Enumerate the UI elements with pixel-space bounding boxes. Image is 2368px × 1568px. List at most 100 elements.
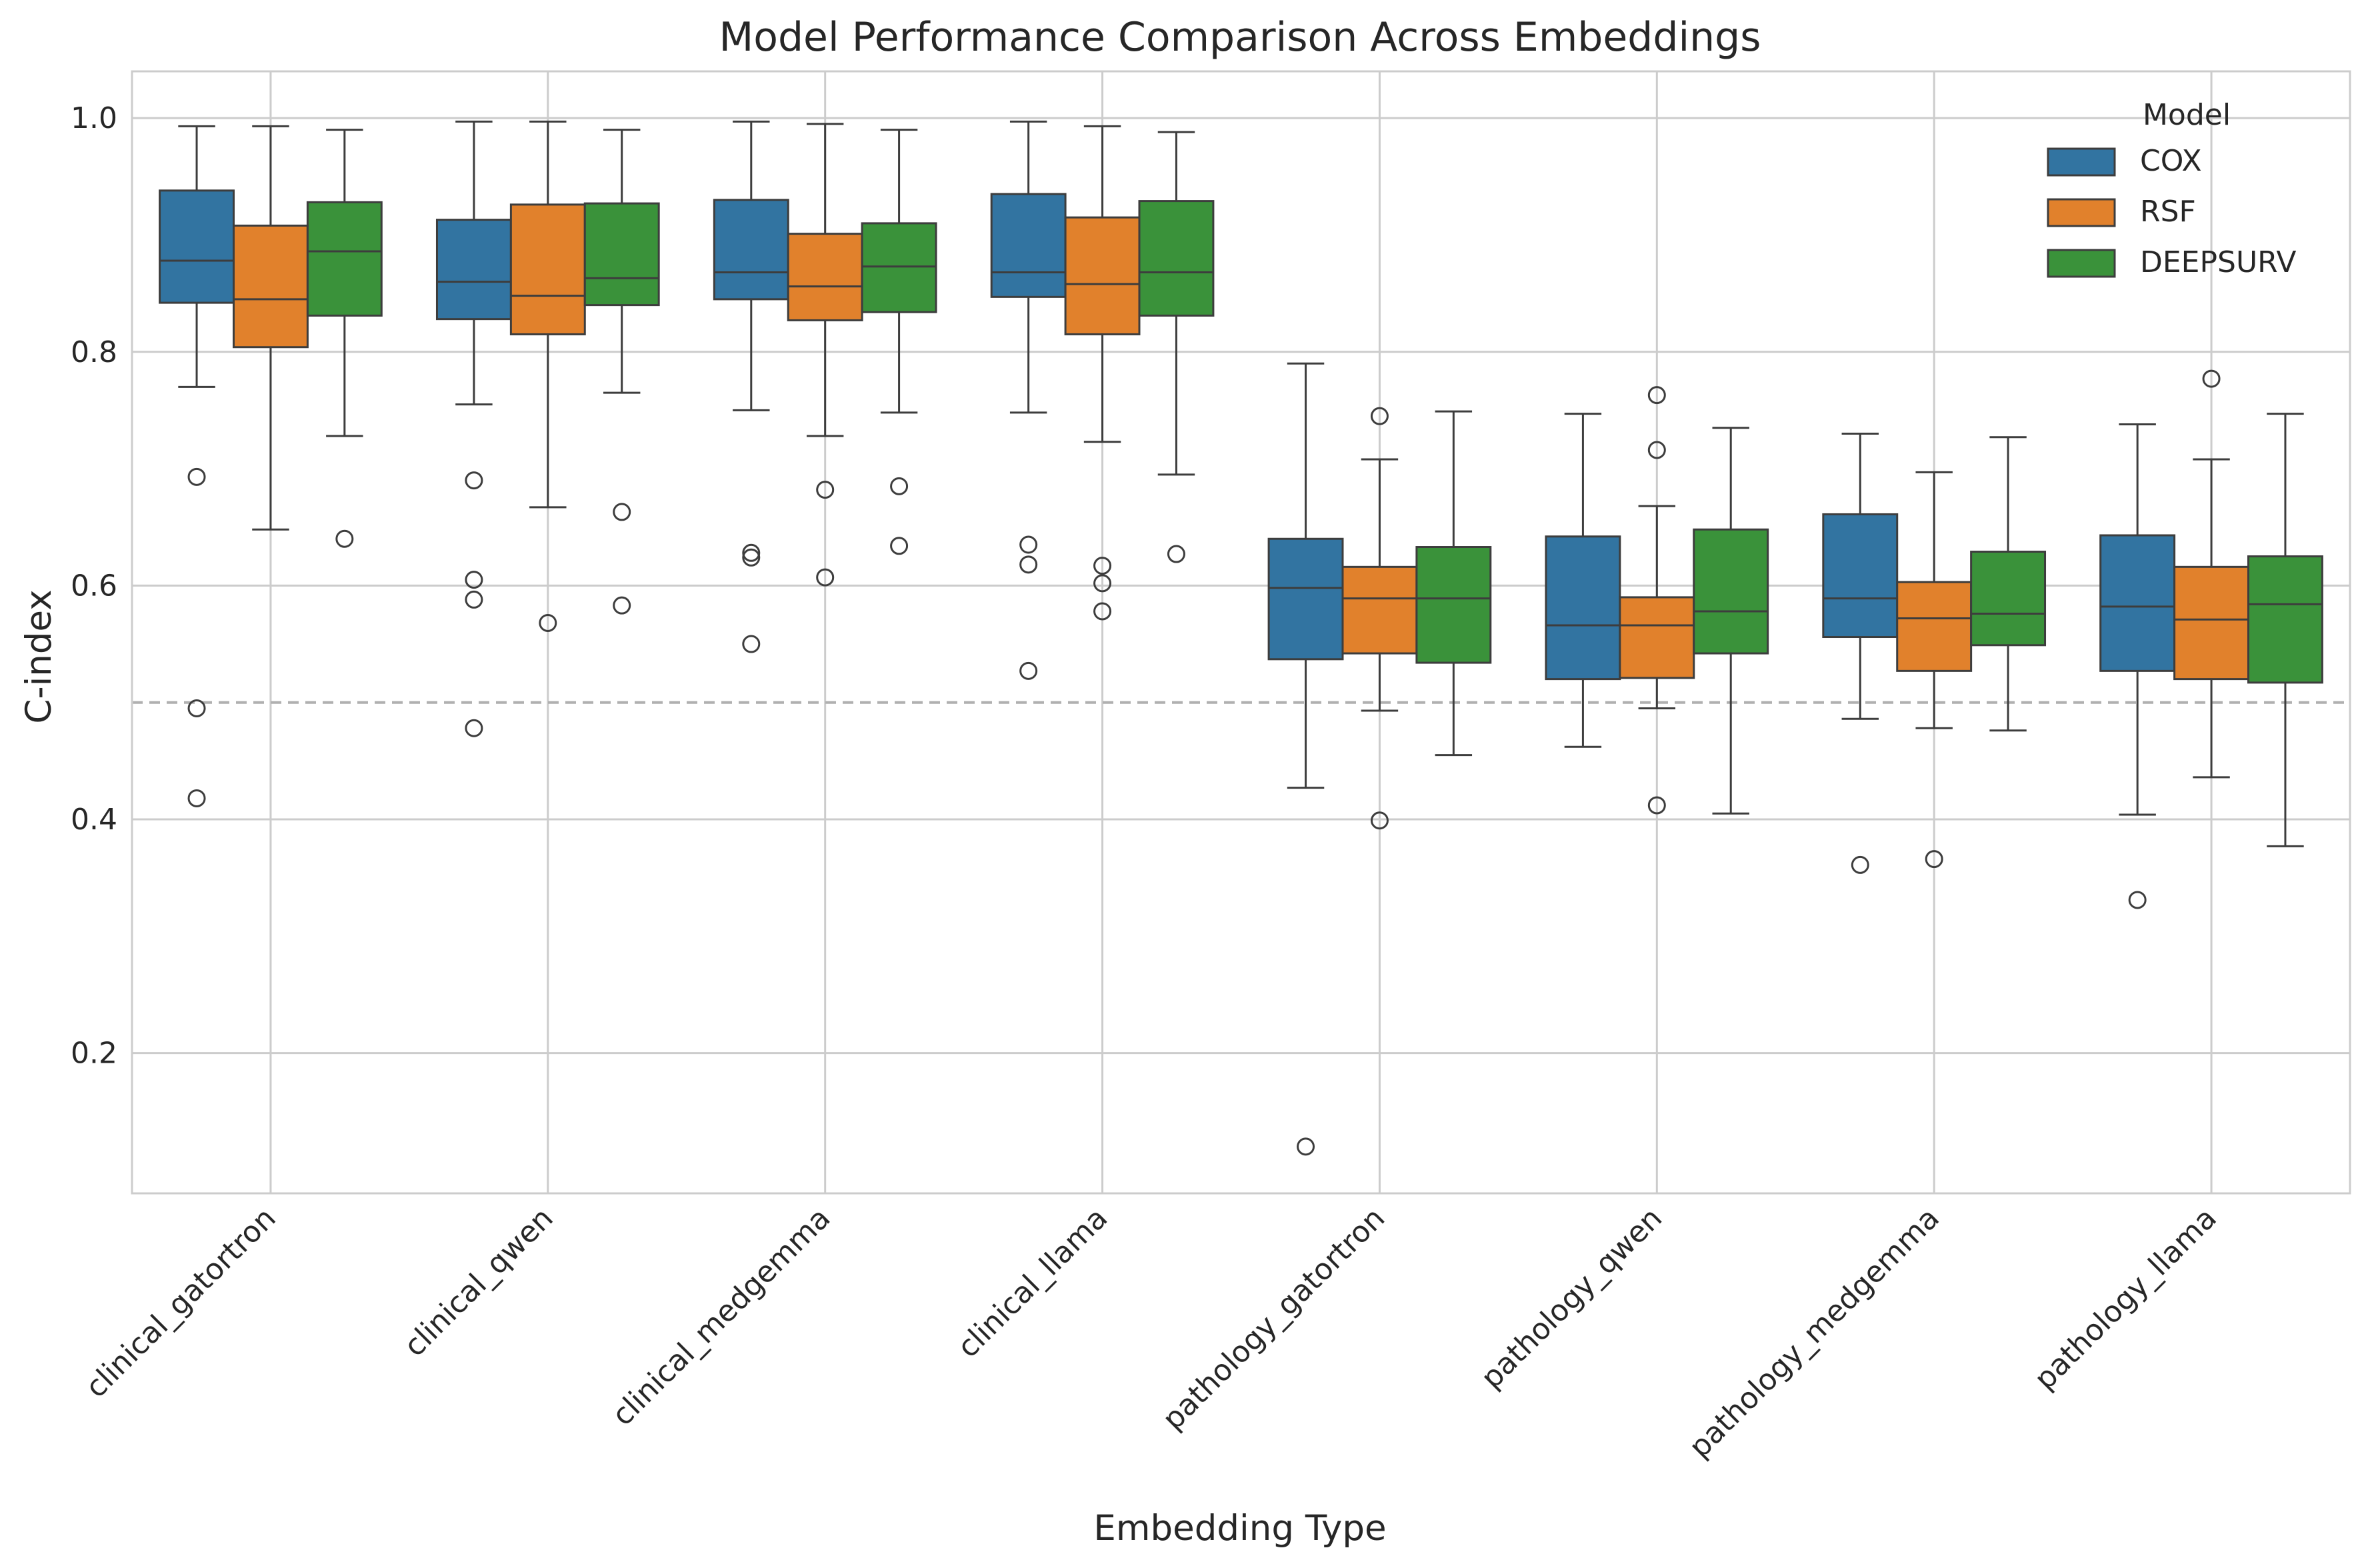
outlier-point <box>465 571 483 589</box>
box-iqr <box>509 203 586 335</box>
outlier-point <box>1647 386 1666 405</box>
outlier-point <box>1167 545 1185 563</box>
legend-swatch <box>2047 249 2116 278</box>
outlier-point <box>1647 796 1666 815</box>
box-deepsurv-clinical_llama <box>1138 131 1215 563</box>
outlier-point <box>1019 535 1038 554</box>
outlier-point <box>1297 1137 1315 1156</box>
box-deepsurv-pathology_gatortron <box>1415 410 1492 757</box>
plot-frame <box>131 70 2351 1195</box>
legend-swatch <box>2047 147 2116 177</box>
y-tick-label: 0.4 <box>71 803 117 837</box>
y-tick-label: 0.8 <box>71 335 117 369</box>
outlier-point <box>335 529 354 548</box>
box-iqr <box>990 193 1067 298</box>
outlier-point <box>187 699 206 717</box>
box-iqr <box>1970 551 2047 647</box>
outlier-point <box>890 477 909 495</box>
outlier-point <box>1925 850 1943 869</box>
box-iqr <box>232 224 309 349</box>
box-iqr <box>787 233 863 321</box>
y-tick-label: 1.0 <box>71 101 117 135</box>
legend-item-deepsurv: DEEPSURV <box>2047 245 2296 279</box>
outlier-point <box>1093 557 1112 575</box>
outlier-point <box>465 719 483 737</box>
box-rsf-pathology_llama <box>2173 369 2250 779</box>
box-iqr <box>159 189 235 304</box>
outlier-point <box>2128 891 2147 909</box>
outlier-point <box>1093 574 1112 593</box>
outlier-point <box>742 548 761 567</box>
outlier-point <box>465 471 483 490</box>
box-iqr <box>1267 537 1344 661</box>
outlier-point <box>539 613 557 632</box>
box-cox-clinical_medgemma <box>713 120 789 653</box>
box-iqr <box>583 202 660 307</box>
outlier-point <box>742 543 761 562</box>
box-cox-clinical_llama <box>990 120 1067 680</box>
outlier-point <box>613 596 631 615</box>
legend-swatch <box>2047 198 2116 227</box>
chart-title: Model Performance Comparison Across Embe… <box>719 14 1761 61</box>
box-iqr <box>1896 581 1973 672</box>
outlier-point <box>1019 661 1038 680</box>
outlier-point <box>816 481 835 499</box>
legend-items: COX RSF DEEPSURV <box>2047 144 2296 279</box>
box-rsf-clinical_llama <box>1064 125 1141 621</box>
box-deepsurv-pathology_qwen <box>1693 427 1769 815</box>
box-iqr <box>435 219 512 321</box>
outlier-point <box>1370 407 1389 425</box>
box-rsf-clinical_gatortron <box>232 125 309 531</box>
box-iqr <box>1545 535 1621 681</box>
box-iqr <box>1064 216 1141 335</box>
box-iqr <box>1138 200 1215 317</box>
box-iqr <box>1415 546 1492 664</box>
legend: Model COX RSF DEEPSURV <box>2047 98 2296 279</box>
box-iqr <box>2173 565 2250 681</box>
legend-label: COX <box>2140 144 2202 178</box>
box-cox-pathology_medgemma <box>1822 432 1899 874</box>
box-deepsurv-clinical_gatortron <box>306 129 383 548</box>
box-cox-pathology_gatortron <box>1267 362 1344 1156</box>
outlier-point <box>1370 811 1389 830</box>
outlier-point <box>1647 441 1666 459</box>
x-axis-label: Embedding Type <box>1093 1508 1386 1549</box>
legend-label: RSF <box>2140 195 2196 229</box>
box-rsf-pathology_qwen <box>1619 386 1695 815</box>
box-iqr <box>1693 528 1769 655</box>
box-iqr <box>306 201 383 317</box>
box-deepsurv-pathology_llama <box>2247 413 2323 847</box>
box-cox-pathology_qwen <box>1545 413 1621 748</box>
box-iqr <box>1822 513 1899 639</box>
box-groups <box>159 120 2323 1156</box>
box-deepsurv-clinical_medgemma <box>861 129 937 555</box>
outlier-point <box>613 503 631 521</box>
outlier-point <box>742 635 761 653</box>
box-iqr <box>2099 534 2176 672</box>
outlier-point <box>187 789 206 807</box>
box-iqr <box>861 222 937 313</box>
outlier-point <box>465 590 483 609</box>
y-axis-ticks: 0.2 0.4 0.6 0.8 1.0 <box>71 101 117 1071</box>
legend-title: Model <box>2143 98 2231 132</box>
outlier-point <box>187 467 206 486</box>
y-tick-label: 0.2 <box>71 1037 117 1071</box>
box-cox-pathology_llama <box>2099 423 2176 909</box>
box-cox-clinical_qwen <box>435 120 512 737</box>
y-tick-label: 0.6 <box>71 569 117 603</box>
legend-label: DEEPSURV <box>2140 245 2296 279</box>
outlier-point <box>1019 555 1038 574</box>
box-iqr <box>1619 596 1695 679</box>
outlier-point <box>890 537 909 555</box>
outlier-point <box>1851 855 1869 874</box>
box-iqr <box>1341 565 1418 655</box>
box-iqr <box>713 199 789 301</box>
box-rsf-clinical_medgemma <box>787 123 863 587</box>
legend-item-cox: COX <box>2047 144 2202 178</box>
box-rsf-pathology_medgemma <box>1896 471 1973 869</box>
box-deepsurv-pathology_medgemma <box>1970 436 2047 732</box>
legend-item-rsf: RSF <box>2047 195 2196 229</box>
box-iqr <box>2247 555 2323 684</box>
outlier-point <box>816 568 835 587</box>
